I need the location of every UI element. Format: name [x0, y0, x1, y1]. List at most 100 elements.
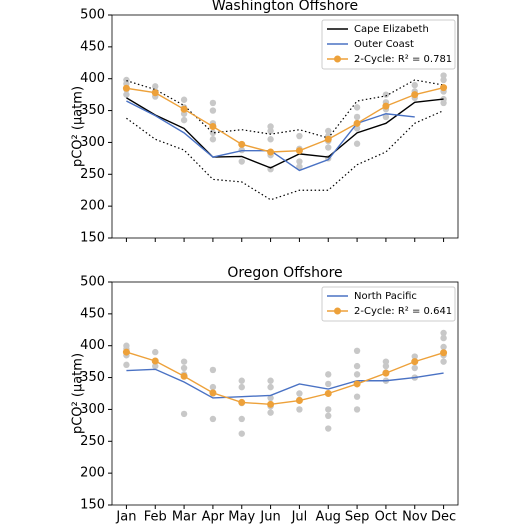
- y-tick-label: 450: [80, 39, 105, 54]
- sample-point: [440, 343, 447, 351]
- series-marker: [180, 372, 188, 380]
- series-marker: [411, 358, 419, 366]
- y-tick-label: 400: [80, 338, 105, 353]
- sample-point: [382, 362, 390, 370]
- sample-point: [152, 83, 159, 90]
- y-tick-label: 250: [80, 434, 105, 449]
- sample-point: [180, 358, 188, 365]
- series-marker: [353, 380, 361, 388]
- series-marker: [122, 348, 130, 356]
- legend-box: [321, 286, 456, 322]
- y-tick-label: 150: [80, 498, 105, 513]
- series-marker: [267, 148, 275, 156]
- y-axis-label: pCO² (µatm): [71, 86, 86, 167]
- legend-label: Cape Elizabeth: [354, 24, 429, 35]
- y-tick-label: 500: [80, 8, 105, 23]
- y-tick-label: 200: [80, 199, 105, 214]
- y-tick-label: 300: [80, 135, 105, 150]
- sample-point: [267, 377, 274, 384]
- plot-area: [111, 281, 459, 506]
- sample-point: [382, 358, 390, 365]
- legend: North Pacific 2-Cycle: R² = 0.641: [321, 286, 456, 322]
- sample-point: [353, 104, 361, 111]
- series-marker: [209, 389, 217, 397]
- series-marker: [151, 89, 159, 97]
- legend-box: [321, 19, 456, 70]
- sample-point: [440, 72, 447, 79]
- envelope-line: [126, 110, 444, 201]
- sample-point: [180, 364, 188, 372]
- series-marker: [324, 390, 332, 397]
- sample-point: [267, 383, 274, 391]
- y-tick-label: 450: [80, 306, 105, 321]
- series-line: [126, 368, 444, 399]
- sample-point: [325, 144, 332, 151]
- series-marker: [238, 140, 246, 148]
- sample-point: [353, 393, 361, 400]
- sample-point: [440, 99, 447, 107]
- series-marker: [209, 123, 217, 130]
- series-marker: [295, 397, 303, 405]
- sample-point: [238, 430, 245, 437]
- sample-point: [180, 96, 188, 103]
- sample-point: [267, 409, 274, 416]
- sample-point: [209, 107, 217, 114]
- y-tick-label: 250: [80, 167, 105, 182]
- y-axis-label: pCO² (µatm): [71, 353, 86, 434]
- sample-point: [238, 158, 245, 165]
- series-marker: [440, 84, 448, 92]
- sample-point: [267, 123, 274, 130]
- series-line: [126, 97, 444, 169]
- sample-point: [180, 410, 188, 418]
- sample-point: [267, 127, 274, 135]
- sample-point: [411, 353, 418, 360]
- sample-point: [382, 113, 390, 121]
- sample-point: [152, 348, 159, 356]
- sample-point: [382, 91, 390, 98]
- legend-label: North Pacific: [354, 291, 417, 302]
- sample-point: [353, 362, 361, 370]
- x-tick-label: Sep: [345, 510, 370, 525]
- sample-point: [325, 371, 332, 378]
- series-line: [126, 86, 444, 153]
- series-marker: [353, 119, 361, 127]
- sample-point: [238, 415, 245, 423]
- x-tick-label: Nov: [402, 510, 428, 525]
- legend-label: 2-Cycle: R² = 0.781: [354, 54, 452, 65]
- sample-point: [267, 136, 274, 143]
- sample-point: [296, 158, 303, 165]
- y-tick-label: 500: [80, 275, 105, 290]
- sample-point: [296, 132, 303, 140]
- x-tick-label: Aug: [316, 510, 341, 525]
- y-tick-label: 150: [80, 231, 105, 246]
- sample-point: [353, 140, 361, 147]
- y-tick-label: 350: [80, 103, 105, 118]
- sample-point: [296, 390, 303, 397]
- series-marker: [267, 400, 275, 408]
- sample-point: [353, 406, 361, 413]
- legend-marker: [334, 307, 341, 315]
- sample-point: [440, 329, 447, 337]
- x-tick-label: Jul: [291, 510, 308, 525]
- sample-point: [238, 377, 245, 384]
- x-tick-label: Jan: [115, 510, 136, 525]
- sample-point: [353, 371, 361, 378]
- sample-point: [353, 113, 361, 121]
- series-marker: [295, 147, 303, 155]
- x-tick-label: May: [228, 510, 255, 525]
- sample-point: [123, 91, 130, 98]
- sample-point: [440, 334, 447, 342]
- sample-point: [325, 380, 332, 388]
- sample-point: [353, 125, 361, 132]
- sample-point: [209, 383, 217, 391]
- sample-point: [325, 406, 332, 413]
- plot-area: [111, 14, 459, 239]
- sample-point: [267, 394, 274, 402]
- sample-point: [209, 366, 217, 374]
- sample-point: [296, 163, 303, 170]
- y-tick-label: 200: [80, 466, 105, 481]
- sample-point: [353, 347, 361, 355]
- x-tick-label: Jun: [259, 510, 280, 525]
- x-tick-label: Oct: [375, 510, 397, 525]
